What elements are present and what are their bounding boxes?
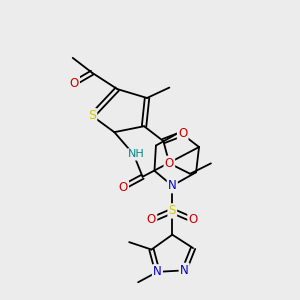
Text: S: S: [88, 109, 96, 122]
Text: O: O: [147, 213, 156, 226]
Text: N: N: [168, 179, 177, 192]
Text: O: O: [70, 76, 79, 90]
Text: O: O: [118, 181, 128, 194]
Text: O: O: [178, 127, 187, 140]
Text: S: S: [169, 204, 176, 218]
Text: N: N: [153, 266, 162, 278]
Text: O: O: [165, 157, 174, 170]
Text: N: N: [180, 264, 189, 277]
Text: O: O: [188, 213, 198, 226]
Text: NH: NH: [128, 149, 145, 160]
